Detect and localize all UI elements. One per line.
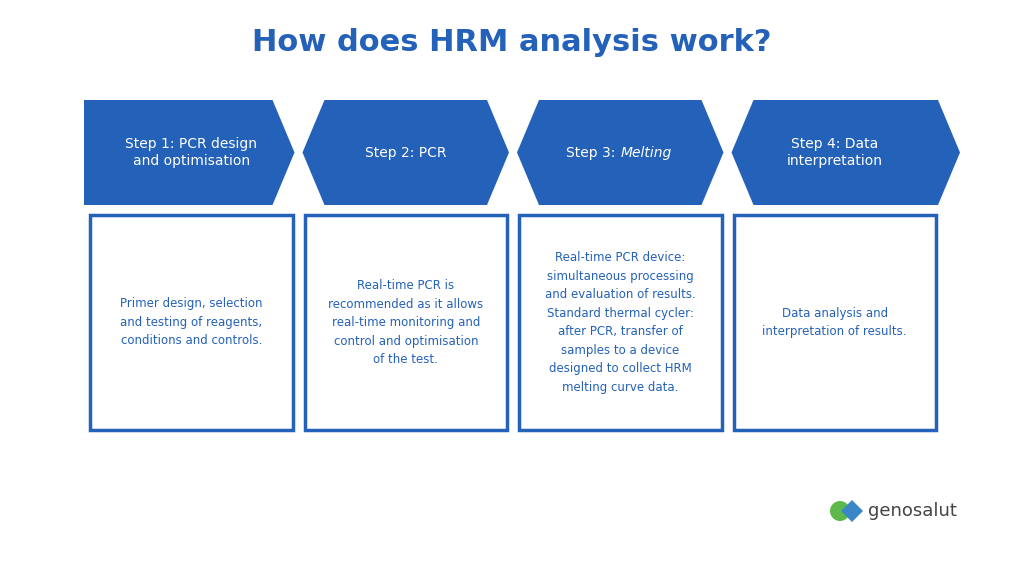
Text: Real-time PCR is
recommended as it allows
real-time monitoring and
control and o: Real-time PCR is recommended as it allow… [328, 279, 483, 366]
Text: Real-time PCR device:
simultaneous processing
and evaluation of results.
Standar: Real-time PCR device: simultaneous proce… [545, 251, 695, 394]
Text: How does HRM analysis work?: How does HRM analysis work? [252, 28, 772, 57]
Polygon shape [517, 100, 724, 205]
Bar [304, 215, 507, 430]
Polygon shape [731, 100, 961, 205]
Text: Step 1: PCR design
and optimisation: Step 1: PCR design and optimisation [125, 138, 257, 168]
Bar [90, 215, 293, 430]
Bar [519, 215, 722, 430]
Text: Step 2: PCR: Step 2: PCR [365, 146, 446, 160]
Circle shape [830, 501, 850, 521]
Bar [733, 215, 936, 430]
Text: Step 4: Data
interpretation: Step 4: Data interpretation [786, 138, 883, 168]
Text: Melting: Melting [621, 146, 672, 160]
Polygon shape [84, 100, 295, 205]
Polygon shape [841, 500, 863, 522]
Text: Primer design, selection
and testing of reagents,
conditions and controls.: Primer design, selection and testing of … [120, 297, 262, 347]
Polygon shape [302, 100, 509, 205]
Text: Step 3:: Step 3: [566, 146, 621, 160]
Text: Data analysis and
interpretation of results.: Data analysis and interpretation of resu… [763, 307, 907, 338]
Text: genosalut: genosalut [868, 502, 956, 520]
